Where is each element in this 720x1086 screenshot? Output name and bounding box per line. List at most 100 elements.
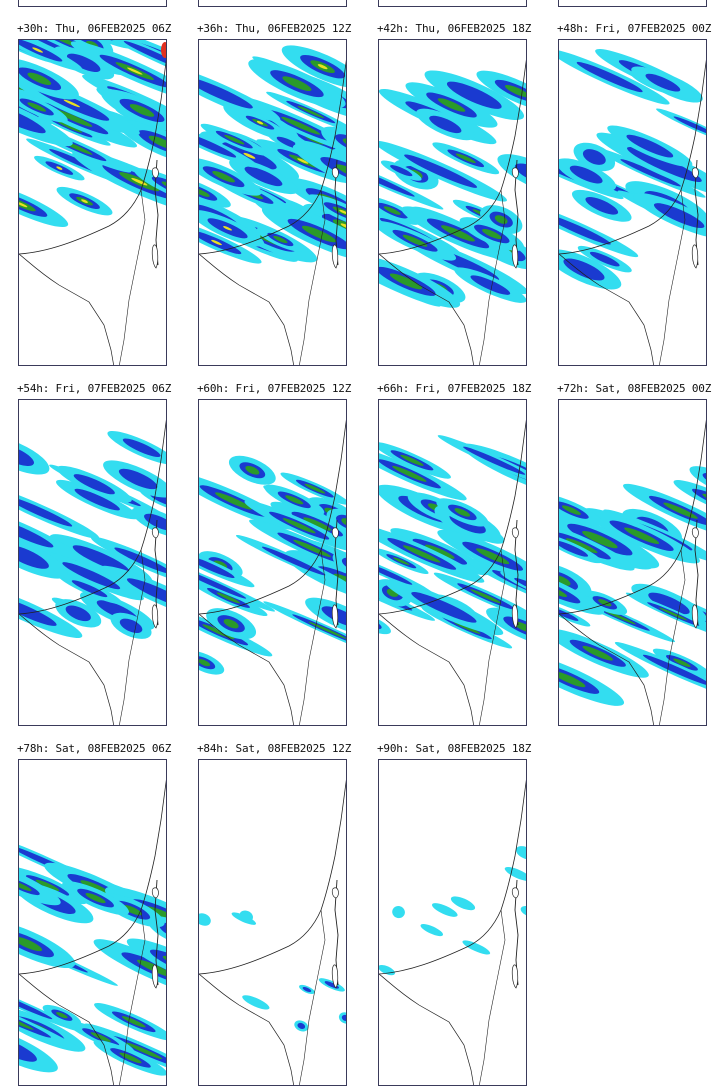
coastline [559, 419, 706, 615]
panel-title: +72h: Sat, 08FEB2025 00Z [557, 382, 712, 395]
precip-streak [19, 881, 32, 892]
sea-of-galilee [331, 527, 339, 539]
precip-streak [202, 624, 235, 640]
precip-streak [392, 465, 427, 482]
precipitation-field [19, 40, 166, 227]
coastline [379, 419, 526, 615]
precip-streak [297, 1022, 306, 1030]
precip-streak [673, 116, 706, 136]
precip-streak [446, 81, 502, 109]
border-line [379, 613, 475, 725]
precip-streak [565, 538, 598, 554]
precip-streak [454, 508, 471, 517]
precip-streak [420, 924, 444, 937]
sea-of-galilee [151, 527, 159, 539]
panel-title: +78h: Sat, 08FEB2025 06Z [17, 742, 172, 755]
border-line [379, 253, 475, 365]
precip-streak [326, 508, 346, 536]
coastline [199, 59, 346, 255]
sea-of-galilee [151, 887, 159, 899]
precip-streak [392, 906, 405, 919]
precip-streak [19, 1035, 37, 1062]
border-line [479, 189, 506, 365]
precip-streak [514, 163, 526, 187]
precip-streak [582, 530, 618, 549]
precip-streak [576, 61, 643, 93]
precip-streak [504, 866, 526, 881]
precipitation-map [379, 59, 526, 365]
precip-streak [127, 67, 143, 75]
precipitation-map-panel [198, 399, 347, 726]
precip-core [161, 42, 166, 58]
border-line [119, 189, 146, 365]
coastline [379, 779, 526, 975]
sea-of-galilee [691, 527, 699, 539]
precip-streak [516, 846, 526, 860]
precip-streak [239, 910, 253, 923]
precip-streak [441, 225, 475, 242]
panel-title: +36h: Thu, 06FEB2025 12Z [197, 22, 352, 35]
border-line [199, 973, 295, 1085]
precip-streak [482, 228, 502, 240]
precip-streak [118, 468, 158, 490]
precip-streak [85, 893, 106, 904]
precip-streak [321, 606, 346, 628]
precip-streak [627, 146, 702, 182]
coastline [19, 779, 166, 975]
precip-streak [336, 514, 346, 530]
panel-title: +54h: Fri, 07FEB2025 06Z [17, 382, 172, 395]
precip-streak [389, 273, 423, 290]
border-line [659, 549, 686, 725]
precip-streak [476, 548, 510, 565]
precip-streak [303, 517, 332, 531]
precip-streak [642, 654, 706, 686]
dead-sea [151, 964, 159, 989]
precipitation-map-panel [18, 39, 167, 366]
precip-streak [332, 551, 346, 578]
border-line [299, 189, 326, 365]
precip-streak [400, 454, 424, 466]
sea-of-galilee [331, 887, 339, 899]
panel-title: +84h: Sat, 08FEB2025 12Z [197, 742, 352, 755]
precip-streak [297, 158, 309, 164]
precip-streak [559, 607, 579, 621]
sea-of-galilee [691, 167, 699, 179]
precipitation-field [199, 45, 346, 264]
precip-streak [119, 618, 143, 633]
precip-streak [126, 1042, 163, 1060]
precip-streak [56, 166, 63, 170]
border-line [379, 973, 475, 1085]
border-line [19, 253, 115, 365]
border-line [199, 613, 295, 725]
precipitation-field [559, 49, 706, 290]
precip-streak [463, 446, 526, 475]
coastline [19, 419, 166, 615]
precip-streak [256, 120, 264, 125]
precip-streak [58, 121, 83, 133]
dead-sea [691, 604, 699, 629]
precipitation-map-panel [378, 39, 527, 366]
precip-streak [411, 592, 477, 623]
border-line [659, 189, 686, 365]
previous-panel-bottom [378, 0, 527, 7]
precip-streak [281, 116, 321, 135]
dead-sea [151, 604, 159, 629]
coastline [19, 59, 166, 255]
precip-streak [653, 203, 705, 229]
precip-streak [304, 483, 326, 494]
sea-of-galilee [331, 167, 339, 179]
precipitation-map-panel [18, 399, 167, 726]
border-line [559, 253, 655, 365]
precip-streak [563, 258, 605, 281]
dead-sea [691, 244, 699, 269]
precip-streak [429, 115, 462, 134]
precip-streak [514, 577, 526, 594]
precip-streak [261, 546, 326, 576]
precip-streak [598, 599, 612, 607]
panel-title: +42h: Thu, 06FEB2025 18Z [377, 22, 532, 35]
coastline [559, 59, 706, 255]
precip-streak [71, 580, 108, 598]
precip-streak [559, 213, 611, 245]
precip-streak [199, 659, 211, 667]
border-line [299, 549, 326, 725]
